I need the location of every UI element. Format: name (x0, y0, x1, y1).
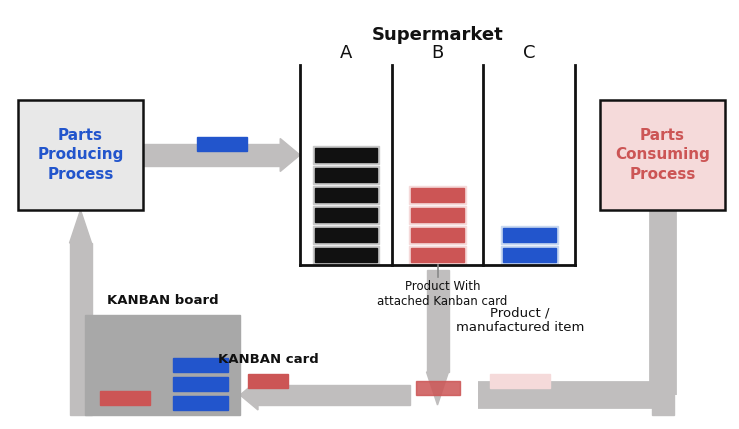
Text: Parts
Consuming
Process: Parts Consuming Process (615, 128, 710, 182)
Bar (315, 188, 377, 202)
Bar (313, 246, 379, 264)
Bar (503, 228, 556, 242)
Bar (315, 228, 377, 242)
Bar (173, 377, 228, 391)
Bar (85, 315, 240, 415)
Polygon shape (652, 210, 673, 243)
Bar (197, 137, 247, 151)
Bar (409, 186, 466, 204)
Bar (503, 248, 556, 262)
Bar (500, 246, 558, 264)
Bar (411, 228, 464, 242)
Text: B: B (432, 44, 443, 62)
Bar (313, 206, 379, 224)
Bar (411, 208, 464, 222)
Bar (600, 100, 725, 210)
Text: Product /
manufactured item: Product / manufactured item (456, 306, 585, 334)
Text: C: C (523, 44, 536, 62)
Bar (173, 358, 228, 372)
Bar (258, 385, 410, 405)
Bar (409, 226, 466, 244)
Bar (69, 243, 92, 415)
Bar (411, 188, 464, 202)
Bar (500, 226, 558, 244)
Text: Product With
attached Kanban card: Product With attached Kanban card (378, 280, 508, 308)
Bar (652, 243, 673, 415)
Text: KANBAN card: KANBAN card (217, 353, 319, 366)
Bar (415, 381, 460, 395)
Polygon shape (280, 139, 300, 172)
Bar (490, 374, 550, 388)
Bar (315, 208, 377, 222)
Bar (100, 391, 150, 405)
Bar (173, 396, 228, 410)
Text: KANBAN board: KANBAN board (106, 294, 218, 307)
Bar (18, 100, 143, 210)
Bar (426, 270, 449, 372)
Bar (411, 248, 464, 262)
Bar (313, 186, 379, 204)
Bar (248, 374, 288, 388)
Bar (315, 148, 377, 162)
Text: A: A (340, 44, 352, 62)
Polygon shape (240, 380, 258, 410)
Polygon shape (426, 372, 449, 405)
Bar (313, 146, 379, 164)
Bar (313, 226, 379, 244)
Polygon shape (69, 210, 92, 243)
Bar (143, 144, 280, 166)
Text: Supermarket: Supermarket (372, 26, 503, 44)
Bar (315, 168, 377, 182)
Text: Parts
Producing
Process: Parts Producing Process (37, 128, 123, 182)
Bar (313, 166, 379, 184)
Bar (409, 206, 466, 224)
Bar (315, 248, 377, 262)
Bar (409, 246, 466, 264)
